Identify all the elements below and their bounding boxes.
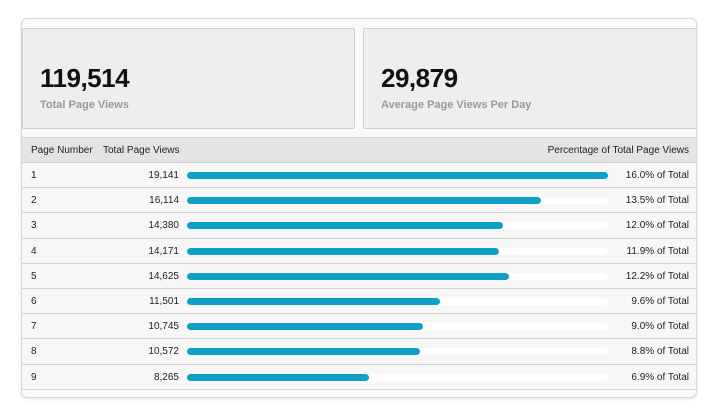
bar-fill (187, 197, 542, 205)
row-page-number: 8 (31, 346, 37, 358)
table-row: 7 10,745 9.0% of Total (22, 314, 696, 340)
row-total-views: 14,380 (148, 220, 179, 232)
average-page-views-value: 29,879 (381, 63, 458, 93)
total-page-views-label: Total Page Views (40, 99, 129, 111)
total-page-views-card: 119,514 Total Page Views (22, 28, 355, 129)
page-views-table: Page Number Total Page Views Percentage … (22, 137, 696, 390)
row-percentage: 8.8% of Total (631, 346, 689, 358)
row-page-number: 9 (31, 371, 37, 383)
bar-fill (187, 172, 608, 179)
header-percentage[interactable]: Percentage of Total Page Views (547, 145, 689, 156)
bar-track (187, 222, 608, 230)
row-percentage: 9.6% of Total (631, 295, 689, 307)
table-row: 9 8,265 6.9% of Total (22, 364, 696, 390)
bar-fill (187, 297, 440, 305)
bar-track (187, 247, 608, 255)
bar-fill (187, 348, 420, 356)
table-row: 1 19,141 16.0% of Total (22, 163, 696, 189)
row-total-views: 14,171 (148, 245, 179, 257)
table-row: 5 14,625 12.2% of Total (22, 263, 696, 289)
bar-track (187, 172, 608, 179)
row-percentage: 13.5% of Total (625, 195, 689, 207)
row-total-views: 14,625 (148, 270, 179, 282)
table-row: 8 10,572 8.8% of Total (22, 339, 696, 365)
average-page-views-label: Average Page Views Per Day (381, 99, 532, 111)
bar-track (187, 272, 608, 280)
row-page-number: 5 (31, 270, 37, 282)
table-row: 4 14,171 11.9% of Total (22, 238, 696, 264)
row-page-number: 7 (31, 321, 37, 333)
row-total-views: 8,265 (153, 371, 179, 383)
row-total-views: 10,745 (148, 321, 179, 333)
header-page-number[interactable]: Page Number (31, 145, 93, 156)
row-percentage: 12.0% of Total (625, 220, 689, 232)
bar-fill (187, 323, 424, 331)
row-percentage: 11.9% of Total (626, 245, 689, 257)
header-total-page-views[interactable]: Total Page Views (103, 145, 180, 156)
bar-track (187, 323, 608, 331)
table-header: Page Number Total Page Views Percentage … (22, 137, 696, 163)
table-body: 1 19,141 16.0% of Total 2 16,114 13.5% of Tot… (22, 163, 696, 390)
bar-fill (187, 373, 369, 381)
row-page-number: 6 (31, 295, 37, 307)
bar-fill (187, 222, 504, 230)
bar-track (187, 197, 608, 205)
page-views-panel: 119,514 Total Page Views 29,879 Average … (21, 18, 697, 398)
table-row: 3 14,380 12.0% of Total (22, 213, 696, 239)
table-row: 2 16,114 13.5% of Total (22, 188, 696, 214)
table-row: 6 11,501 9.6% of Total (22, 288, 696, 315)
row-page-number: 4 (31, 245, 37, 257)
total-page-views-value: 119,514 (40, 63, 130, 93)
row-total-views: 16,114 (149, 195, 179, 207)
bar-track (187, 348, 608, 356)
bar-fill (187, 247, 499, 255)
average-page-views-card: 29,879 Average Page Views Per Day (363, 28, 696, 129)
row-percentage: 12.2% of Total (625, 270, 689, 282)
row-page-number: 2 (31, 195, 37, 207)
row-total-views: 19,141 (148, 170, 179, 181)
bar-fill (187, 272, 509, 280)
row-total-views: 10,572 (148, 346, 179, 358)
row-total-views: 11,501 (149, 295, 179, 307)
row-percentage: 9.0% of Total (631, 321, 689, 333)
row-page-number: 1 (31, 170, 37, 181)
bar-track (187, 373, 608, 381)
row-percentage: 6.9% of Total (631, 371, 689, 383)
row-page-number: 3 (31, 220, 37, 232)
row-percentage: 16.0% of Total (625, 170, 689, 181)
bar-track (187, 297, 608, 305)
